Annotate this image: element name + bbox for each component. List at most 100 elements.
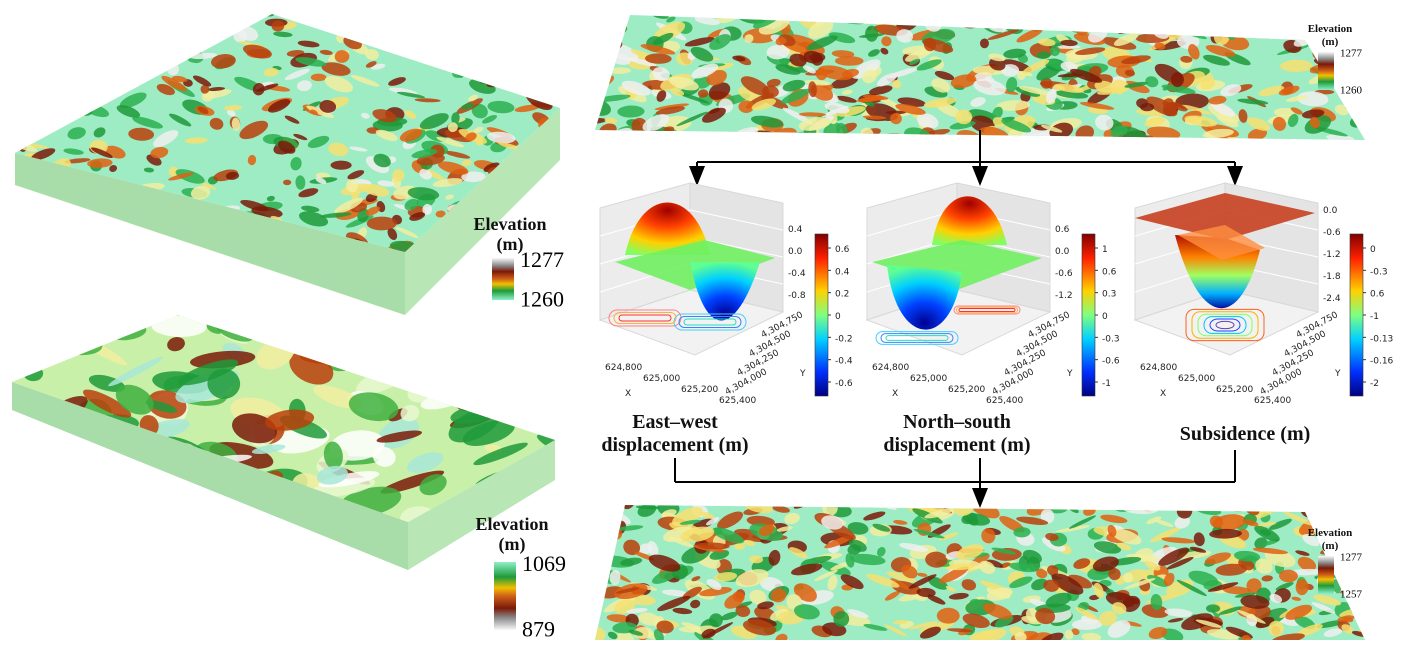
terrain-patch — [979, 38, 989, 49]
terrain-patch — [1016, 28, 1043, 43]
terrain-patch — [1234, 592, 1257, 598]
terrain-patch — [71, 61, 89, 73]
terrain-patch — [328, 142, 349, 157]
terrain-patch — [519, 315, 552, 333]
terrain-patch — [1238, 28, 1251, 36]
terrain-patch — [1079, 102, 1115, 110]
terrain-patch — [225, 171, 240, 180]
surface — [690, 262, 760, 321]
terrain-patch — [1013, 527, 1031, 538]
terrain-patch — [1237, 609, 1266, 624]
terrain-patch — [1285, 604, 1313, 620]
terrain-patch — [502, 22, 519, 32]
terrain-patch — [833, 611, 850, 627]
terrain-patch — [725, 132, 746, 140]
contour — [618, 314, 672, 322]
terrain-patch — [99, 60, 113, 68]
terrain-patch — [1036, 51, 1051, 59]
terrain-patch — [916, 113, 939, 129]
terrain-patch — [1108, 568, 1121, 581]
terrain-patch — [412, 367, 476, 392]
terrain-patch — [57, 316, 84, 332]
terrain-patch — [241, 315, 292, 339]
contour — [958, 308, 1016, 312]
terrain-patch — [1237, 98, 1269, 105]
terrain-patch — [284, 68, 310, 81]
terrain-patch — [1100, 514, 1128, 524]
terrain-patch — [1073, 558, 1091, 569]
terrain-patch — [411, 149, 438, 159]
terrain-patch — [979, 560, 996, 574]
terrain-patch — [330, 160, 352, 170]
terrain-patch — [1122, 572, 1133, 583]
z-tick-label: -1.8 — [1323, 272, 1341, 282]
terrain-patch — [885, 110, 907, 115]
terrain-patch — [461, 159, 472, 166]
colorbar-tick-label: 0.6 — [835, 245, 850, 255]
terrain-patch — [1195, 619, 1223, 628]
terrain-patch — [863, 623, 888, 631]
terrain-patch — [615, 631, 635, 640]
terrain-patch — [830, 561, 852, 571]
terrain-patch — [538, 374, 555, 401]
terrain-patch — [997, 135, 1028, 140]
terrain-patch — [153, 14, 181, 23]
terrain-patch — [451, 112, 460, 125]
terrain-patch — [40, 209, 64, 220]
terrain-patch — [842, 68, 859, 78]
terrain-patch — [419, 113, 449, 130]
terrain-patch — [751, 98, 776, 111]
surface — [932, 196, 1007, 245]
terrain-patch — [51, 108, 63, 114]
terrain-patch — [528, 29, 541, 34]
terrain-patch — [595, 33, 623, 50]
terrain-patch — [1193, 532, 1205, 547]
terrain-patch — [991, 547, 1016, 555]
terrain-patch — [485, 34, 501, 49]
terrain-patch — [321, 62, 351, 76]
terrain-patch — [1337, 615, 1355, 622]
terrain-patch — [1075, 47, 1106, 55]
terrain-patch — [1172, 26, 1200, 36]
terrain-patch — [1278, 85, 1300, 96]
terrain-patch — [638, 612, 660, 626]
colorbar — [1081, 233, 1096, 397]
terrain-patch — [392, 169, 405, 182]
terrain-patch — [973, 78, 1006, 96]
terrain-patch — [595, 94, 631, 102]
terrain-patch — [680, 526, 715, 543]
terrain-patch — [454, 34, 464, 40]
terrain-patch — [1271, 633, 1305, 640]
terrain-patch — [1176, 579, 1207, 597]
terrain-patch — [639, 543, 653, 555]
terrain-patch — [1202, 128, 1234, 139]
terrain-patch — [1068, 515, 1097, 529]
terrain-patch — [421, 315, 484, 331]
terrain-patch — [347, 170, 365, 180]
x-axis-label: X — [1160, 389, 1166, 399]
terrain-patch — [891, 80, 902, 89]
terrain-patch — [520, 25, 535, 31]
terrain-patch — [346, 179, 358, 193]
caption: Subsidence (m) — [1180, 423, 1311, 445]
terrain-patch — [655, 106, 685, 115]
terrain-patch — [319, 49, 333, 56]
terrain-patch — [798, 117, 831, 131]
terrain-patch — [1158, 547, 1190, 566]
terrain-patch — [486, 131, 516, 144]
contour — [683, 318, 737, 326]
legend-title: Elevation — [475, 514, 548, 534]
terrain-patch — [1146, 15, 1175, 25]
terrain-patch — [709, 549, 730, 560]
terrain-patch — [1036, 568, 1048, 579]
terrain-patch — [209, 117, 224, 130]
terrain-patch — [527, 68, 546, 77]
terrain-patch — [365, 206, 381, 216]
terrain-patch — [849, 539, 867, 552]
terrain-patch — [617, 105, 645, 118]
terrain-patch — [131, 14, 141, 22]
terrain-patch — [892, 620, 909, 625]
block-side — [12, 382, 408, 570]
terrain-patch — [923, 97, 957, 108]
terrain-patch — [323, 441, 343, 470]
